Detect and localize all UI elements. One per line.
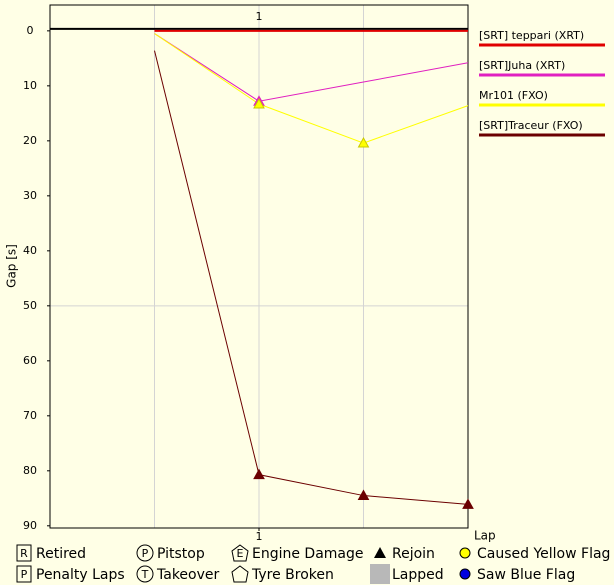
event-icon bbox=[374, 547, 386, 558]
y-tick-label: 0 bbox=[27, 24, 34, 37]
event-symbol: E bbox=[237, 547, 244, 560]
y-tick-label: 90 bbox=[23, 519, 37, 532]
event-label: Engine Damage bbox=[252, 546, 364, 562]
event-legend-item: T Takeover bbox=[136, 565, 219, 583]
y-tick-label: 40 bbox=[23, 244, 37, 257]
event-legend-item: P Pitstop bbox=[136, 544, 205, 562]
legend-label: [SRT]Juha (XRT) bbox=[479, 59, 565, 72]
legend-label: Mr101 (FXO) bbox=[479, 89, 548, 102]
event-icon bbox=[16, 544, 32, 562]
event-label: Pitstop bbox=[157, 546, 205, 562]
rejoin-marker bbox=[462, 498, 474, 509]
event-symbol: T bbox=[141, 568, 149, 581]
y-axis-label: Gap [s] bbox=[5, 244, 19, 288]
event-label: Penalty Laps bbox=[36, 567, 125, 583]
event-label: Lapped bbox=[392, 567, 444, 583]
x-axis-label: Lap bbox=[474, 529, 496, 543]
y-tick-label: 30 bbox=[23, 189, 37, 202]
series-line bbox=[154, 33, 469, 102]
legend-label: [SRT]Traceur (FXO) bbox=[479, 119, 583, 132]
event-label: Takeover bbox=[156, 567, 219, 583]
x-tick-label: 1 bbox=[256, 530, 263, 543]
rejoin-marker bbox=[357, 137, 370, 148]
x-tick-label: 1 bbox=[256, 10, 263, 23]
event-icon bbox=[16, 565, 32, 583]
event-legend-item: Saw Blue Flag bbox=[459, 567, 575, 583]
event-icon bbox=[136, 565, 154, 583]
rejoin-marker bbox=[253, 468, 265, 480]
event-label: Rejoin bbox=[392, 546, 435, 562]
series-line bbox=[154, 33, 469, 144]
rejoin-marker bbox=[357, 489, 370, 501]
series-line bbox=[154, 50, 469, 505]
event-symbol: R bbox=[20, 547, 28, 560]
event-legend-item: E Engine Damage bbox=[231, 544, 364, 562]
event-label: Retired bbox=[36, 546, 86, 562]
y-tick-label: 60 bbox=[23, 354, 37, 367]
event-label: Caused Yellow Flag bbox=[477, 546, 610, 562]
event-icon bbox=[459, 547, 471, 559]
event-legend-item: Caused Yellow Flag bbox=[459, 546, 610, 562]
plot-frame bbox=[49, 4, 469, 529]
event-icon bbox=[231, 565, 249, 583]
y-tick-label: 80 bbox=[23, 464, 37, 477]
event-legend-item: R Retired bbox=[16, 544, 86, 562]
event-legend-item: Lapped bbox=[370, 564, 444, 584]
event-label: Saw Blue Flag bbox=[477, 567, 575, 583]
event-legend-item: Tyre Broken bbox=[231, 565, 334, 583]
event-icon bbox=[136, 544, 154, 562]
y-tick-label: 20 bbox=[23, 134, 37, 147]
event-symbol: P bbox=[142, 547, 149, 560]
event-label: Tyre Broken bbox=[251, 567, 334, 583]
y-tick-label: 50 bbox=[23, 299, 37, 312]
event-legend-item: Rejoin bbox=[374, 546, 435, 562]
event-icon bbox=[231, 544, 249, 562]
y-tick-label: 10 bbox=[23, 79, 37, 92]
event-symbol: P bbox=[21, 568, 28, 581]
y-tick-label: 70 bbox=[23, 409, 37, 422]
event-icon bbox=[370, 564, 390, 584]
event-icon bbox=[459, 568, 471, 580]
rejoin-marker bbox=[253, 97, 265, 109]
legend-label: [SRT] teppari (XRT) bbox=[479, 29, 584, 42]
event-legend-item: P Penalty Laps bbox=[16, 565, 125, 583]
